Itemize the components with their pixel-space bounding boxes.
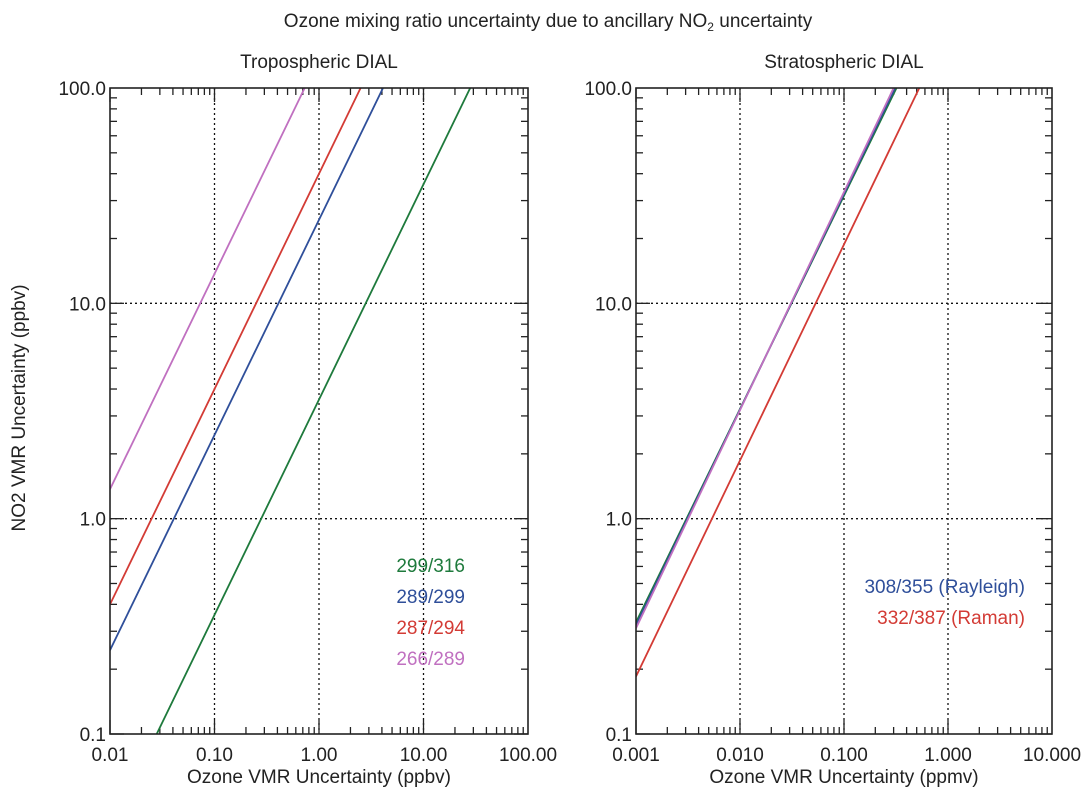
x-tick-label: 0.001: [612, 745, 660, 766]
x-tick-label: 0.01: [92, 745, 129, 766]
y-tick-label: 10.0: [69, 294, 106, 315]
y-tick-label: 1.0: [80, 510, 106, 531]
x-axis-label: Ozone VMR Uncertainty (ppbv): [187, 767, 451, 788]
y-tick-label: 100.0: [584, 79, 632, 100]
plot-frame: [109, 87, 529, 735]
panel-title: Tropospheric DIAL: [240, 52, 398, 73]
y-tick-label: 0.1: [606, 725, 632, 746]
legend-entry: 287/294: [396, 618, 465, 639]
series-line: [110, 88, 384, 651]
x-axis-label: Ozone VMR Uncertainty (ppmv): [709, 767, 978, 788]
panel-title: Stratospheric DIAL: [764, 52, 923, 73]
legend-entry: 266/289: [396, 649, 465, 670]
series-line: [636, 88, 895, 629]
legend-entry: 332/387 (Raman): [877, 608, 1025, 629]
x-tick-label: 1.000: [924, 745, 972, 766]
legend-entry: 299/316: [396, 556, 465, 577]
x-tick-label: 100.00: [499, 745, 557, 766]
stratospheric-panel: Stratospheric DIAL 0.001 0.010 0.100 1.000 10…: [584, 52, 1081, 788]
y-axis-label: NO2 VMR Uncertainty (ppbv): [9, 284, 30, 531]
figure-title-end: uncertainty: [714, 11, 813, 32]
x-tick-label: 10.000: [1023, 745, 1081, 766]
figure-title-subscript: 2: [707, 20, 714, 34]
plot-frame: [635, 87, 1053, 735]
y-tick-label: 10.0: [595, 294, 632, 315]
x-tick-label: 10.00: [400, 745, 448, 766]
figure-title: Ozone mixing ratio uncertainty due to an…: [284, 11, 813, 34]
x-tick-label: 0.10: [196, 745, 233, 766]
y-tick-label: 100.0: [58, 79, 106, 100]
x-tick-label: 0.100: [820, 745, 868, 766]
legend-entry: 289/299: [396, 587, 465, 608]
series-line: [636, 88, 921, 677]
series-line: [110, 88, 362, 605]
series-line: [110, 88, 306, 490]
figure-title-main: Ozone mixing ratio uncertainty due to an…: [284, 11, 707, 32]
x-tick-label: 0.010: [716, 745, 764, 766]
y-tick-label: 0.1: [80, 725, 106, 746]
series-line: [155, 88, 472, 734]
legend-entry: 308/355 (Rayleigh): [864, 577, 1025, 598]
x-tick-label: 1.00: [301, 745, 338, 766]
y-tick-label: 1.0: [606, 510, 632, 531]
